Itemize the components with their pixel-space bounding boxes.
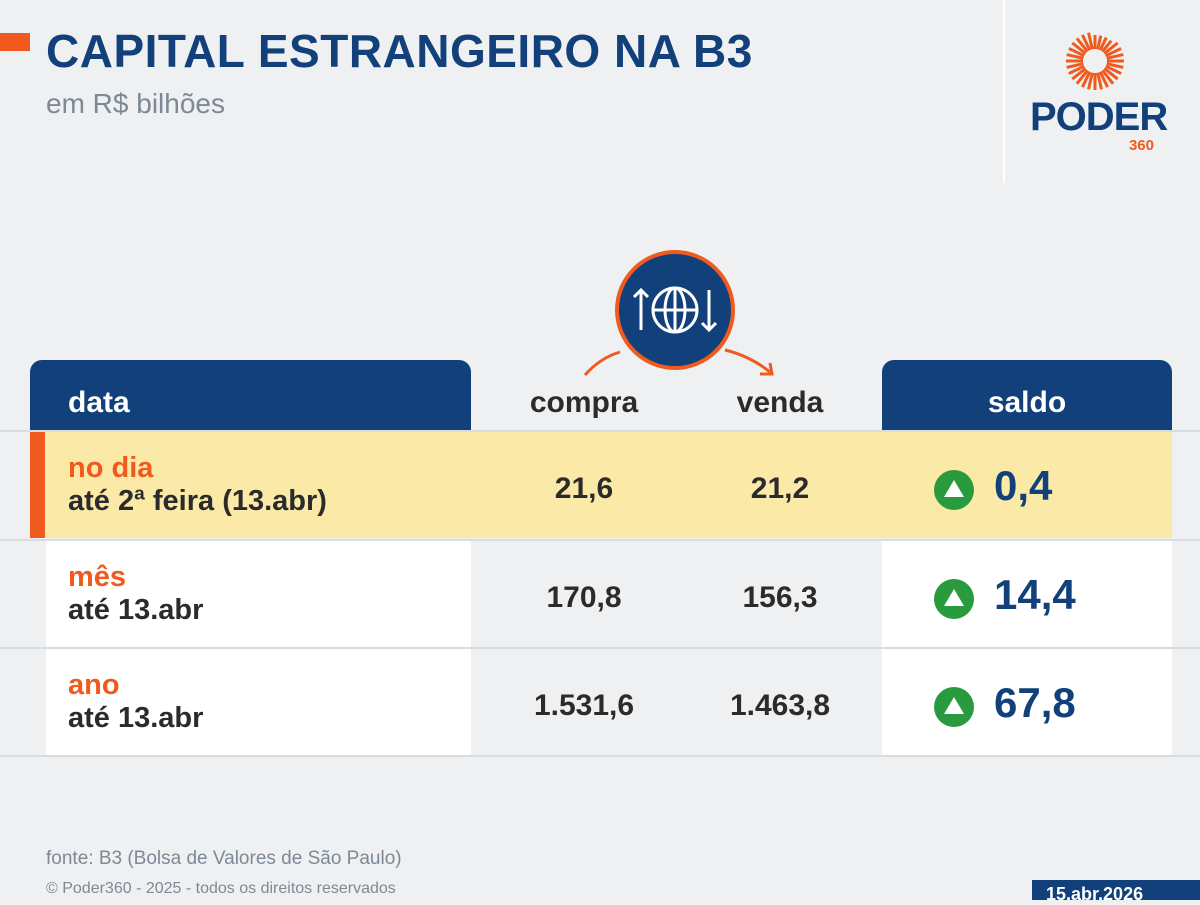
row-label: ano (68, 669, 120, 701)
logo-number: 360 (1128, 137, 1154, 154)
column-header-data: data (30, 360, 471, 432)
divider (0, 430, 1200, 432)
sun-logo-icon: /* rays drawn below */ (1066, 32, 1124, 90)
sun-ray (1068, 64, 1085, 75)
divider (0, 755, 1200, 757)
sun-ray (1075, 37, 1089, 53)
row-highlight-bar (30, 432, 45, 538)
divider (0, 539, 1200, 541)
saldo-value: 67,8 (994, 679, 1076, 726)
row-label: mês (68, 561, 127, 593)
row-label: no dia (68, 452, 154, 484)
copyright: © Poder360 - 2025 - todos os direitos re… (46, 880, 396, 897)
sun-ray (1105, 47, 1122, 58)
sun-ray (1101, 39, 1113, 53)
column-header-venda: venda (736, 386, 824, 419)
logo-word: PODER (1030, 95, 1168, 139)
sun-ray (1081, 34, 1092, 51)
column-header-compra: compra (529, 386, 639, 419)
divider (1003, 0, 1005, 183)
sun-ray (1075, 69, 1089, 85)
sun-ray (1068, 47, 1085, 58)
sun-ray (1071, 67, 1087, 81)
sun-ray (1087, 72, 1094, 90)
title-accent (0, 33, 30, 51)
up-arrow-icon (934, 470, 974, 510)
table-row: mês até 13.abr 170,8 156,3 14,4 (30, 541, 1172, 647)
sun-ray (1066, 62, 1084, 69)
saldo-value: 0,4 (994, 462, 1053, 509)
row-sublabel: até 2ª feira (13.abr) (68, 485, 327, 517)
flow-arrows-icon (583, 348, 774, 376)
compra-value: 21,6 (554, 472, 614, 505)
compra-value: 170,8 (546, 581, 622, 614)
sun-ray (1087, 32, 1094, 50)
up-arrow-icon (934, 579, 974, 619)
table-row: ano até 13.abr 1.531,6 1.463,8 67,8 (30, 649, 1172, 755)
sun-ray (1096, 35, 1103, 50)
table-row: no dia até 2ª feira (13.abr) 21,6 21,2 0… (30, 432, 1172, 538)
divider (0, 647, 1200, 649)
sun-ray (1106, 62, 1124, 69)
row-sublabel: até 13.abr (68, 594, 204, 626)
globe-exchange-icon (615, 250, 735, 370)
sun-ray (1066, 53, 1084, 60)
sun-ray (1096, 72, 1103, 90)
column-header-saldo: saldo (882, 360, 1172, 432)
sun-ray (1098, 36, 1108, 51)
sun-ray (1106, 53, 1124, 60)
saldo-value: 14,4 (994, 571, 1076, 618)
venda-value: 1.463,8 (729, 689, 831, 722)
sun-ray (1103, 67, 1119, 81)
sun-ray (1105, 64, 1122, 75)
compra-value: 1.531,6 (533, 689, 635, 722)
sun-ray (1101, 69, 1115, 85)
sun-ray (1071, 41, 1087, 55)
venda-value: 156,3 (742, 581, 818, 614)
source-note: fonte: B3 (Bolsa de Valores de São Paulo… (46, 848, 402, 869)
sun-ray (1098, 71, 1109, 88)
up-arrow-icon (934, 687, 974, 727)
page-title: CAPITAL ESTRANGEIRO NA B3 (46, 25, 753, 77)
row-sublabel: até 13.abr (68, 702, 204, 734)
sun-ray (1103, 41, 1119, 55)
page-subtitle: em R$ bilhões (46, 88, 225, 119)
publish-date: 15.abr.2026 (1032, 880, 1200, 904)
sun-ray (1081, 71, 1092, 88)
venda-value: 21,2 (750, 472, 810, 505)
poder360-logo: /* rays drawn below */ PODER 360 (1030, 30, 1168, 154)
